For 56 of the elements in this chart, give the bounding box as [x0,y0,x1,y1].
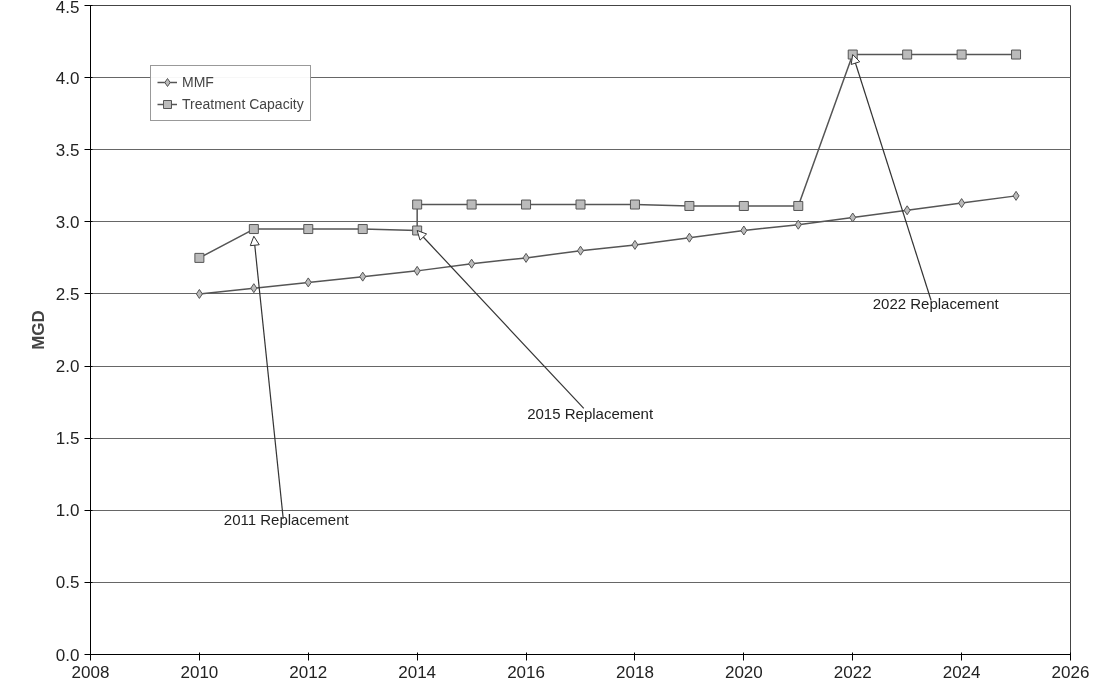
point [1012,190,1020,201]
x-tick-label: 2014 [398,662,437,682]
point [903,205,911,216]
x-tick-label: 2012 [289,662,328,682]
point [521,199,532,210]
point [793,200,804,211]
point [357,224,368,235]
point [304,277,312,288]
y-tick-label: 2.5 [55,284,80,304]
x-tick-label: 2020 [724,662,763,682]
x-tick-label: 2024 [942,662,981,682]
y-tick-label: 2.0 [55,357,80,377]
point [958,198,966,209]
y-tick-label: 1.0 [55,501,80,521]
point [738,200,749,211]
y-tick-label: 4.0 [55,68,80,88]
point [359,271,367,282]
point [902,49,913,60]
point [250,283,258,294]
y-tick-label: 3.5 [55,140,80,160]
x-tick-label: 2010 [180,662,219,682]
point [466,199,477,210]
y-tick-label: 0.0 [55,645,80,665]
annotation: 2011 Replacement [223,511,350,529]
y-tick-label: 4.5 [55,0,80,17]
point [685,232,693,243]
point [1011,49,1022,60]
y-tick-label: 1.5 [55,429,80,449]
x-tick-label: 2022 [833,662,872,682]
point [412,199,423,210]
x-tick-label: 2026 [1051,662,1090,682]
legend-label: MMF [182,74,214,90]
point [575,199,586,210]
point [413,265,421,276]
x-tick-label: 2016 [507,662,545,682]
point [956,49,967,60]
y-axis-title: MGD [28,310,48,350]
point [303,224,314,235]
point [195,288,203,299]
point [629,199,640,210]
x-tick-label: 2008 [71,662,110,682]
point [849,212,857,223]
point [522,252,530,263]
point [468,258,476,269]
point [194,252,205,263]
annotation: 2015 Replacement [527,405,654,423]
annotation: 2022 Replacement [872,294,1000,312]
point [794,219,802,230]
point [684,200,695,211]
x-tick-label: 2018 [616,662,654,682]
point [631,239,639,250]
y-tick-label: 0.5 [55,573,80,593]
legend-label: Treatment Capacity [182,96,304,112]
y-tick-label: 3.0 [55,212,80,232]
point [740,225,748,236]
point [248,224,259,235]
